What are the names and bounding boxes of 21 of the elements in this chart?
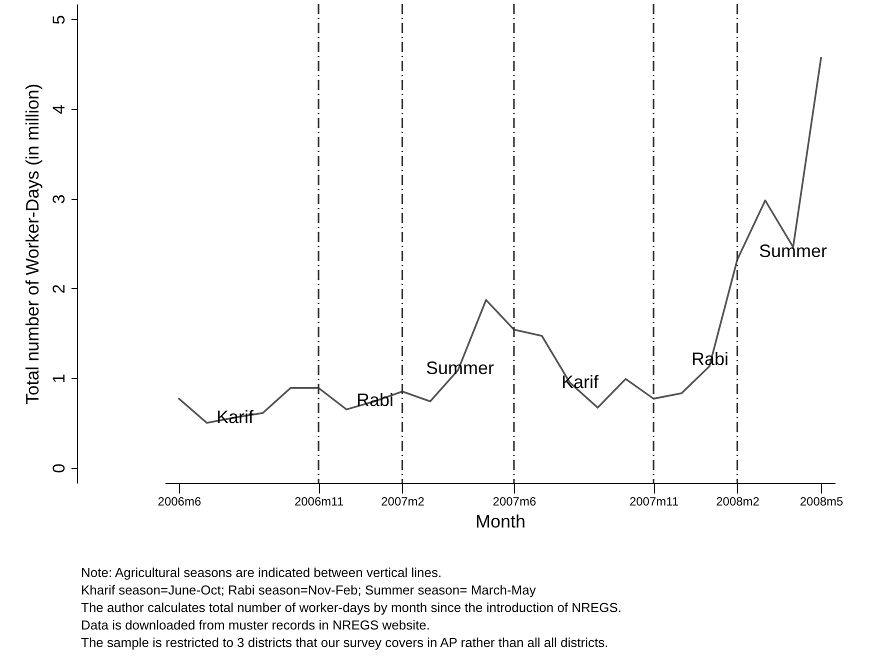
annotation: Summer <box>758 241 828 261</box>
y-tick-label: 4 <box>50 104 68 114</box>
text: Data is downloaded from muster records in NREGS website. <box>81 618 430 632</box>
text: The sample is restricted to 3 districts that our survey covers in AP rather than all all districts. <box>81 635 608 650</box>
x-tick-label: 2007m6 <box>492 494 536 508</box>
y-tick-label: 0 <box>50 464 68 473</box>
text: Kharif season=June-Oct; Rabi season=Nov-Feb; Summer season= March-May <box>81 582 536 598</box>
x-axis-title: Month <box>475 512 526 532</box>
x-tick-label: 2007m2 <box>381 494 425 508</box>
text: The author calculates total number of worker-days by month since the introduction of NREGS. <box>81 600 622 615</box>
x-tick-label: 2008m2 <box>716 494 760 508</box>
text: Note: Agricultural seasons are indicated between vertical lines. <box>81 565 442 580</box>
x-tick-label: 2006m11 <box>294 494 344 508</box>
y-tick-label: 3 <box>50 194 68 204</box>
y-tick-label: 5 <box>50 15 68 24</box>
y-tick-label: 2 <box>50 284 68 294</box>
x-tick-label: 2008m5 <box>800 494 844 508</box>
y-axis-title: Total number of Worker-Days (in million) <box>22 84 42 404</box>
y-tick-label: 1 <box>50 374 68 384</box>
x-tick-label: 2006m6 <box>158 494 202 508</box>
x-tick-label: 2007m11 <box>629 494 679 508</box>
